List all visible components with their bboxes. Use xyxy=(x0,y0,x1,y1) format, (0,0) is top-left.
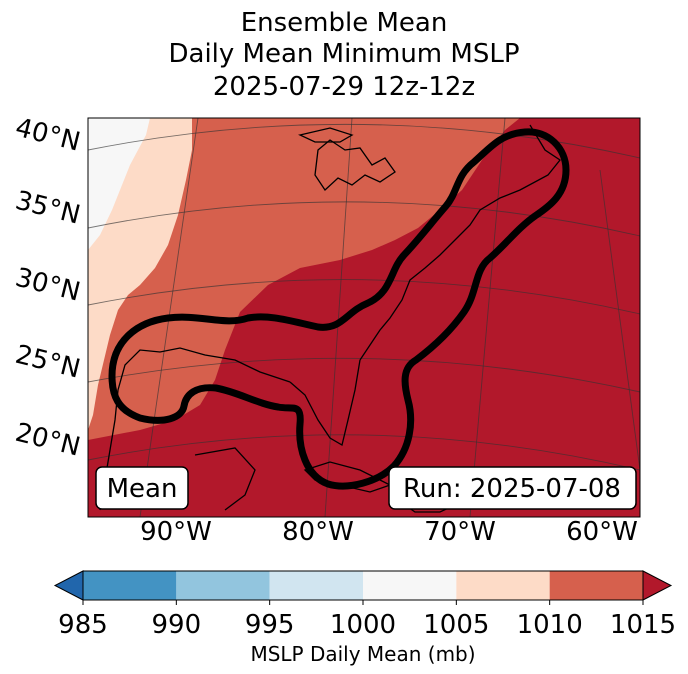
yucatan xyxy=(194,447,256,511)
colorbar-tick-label: 990 xyxy=(152,610,202,640)
lon-label: 80°W xyxy=(282,517,354,547)
parallel-25n xyxy=(88,357,640,393)
map-frame xyxy=(87,117,641,518)
colorbar-bin xyxy=(83,571,177,600)
meridian-60w xyxy=(599,169,640,471)
colorbar-over-arrow xyxy=(642,570,673,601)
chart-title-line-2: Daily Mean Minimum MSLP xyxy=(168,39,520,69)
graticule xyxy=(88,118,640,517)
chart-title-line-1: Ensemble Mean xyxy=(240,8,448,38)
colorbar-tick-label: 1000 xyxy=(330,610,396,640)
lake-superior xyxy=(298,127,354,143)
lat-label: 20°N xyxy=(12,418,83,463)
chart-title-line-3: 2025-07-29 12z-12z xyxy=(212,72,476,102)
map-fields xyxy=(88,118,640,517)
run-label-box xyxy=(388,466,637,510)
colorbar-bin xyxy=(549,571,643,600)
colorbar-bin xyxy=(176,571,270,600)
run-label: Run: 2025-07-08 xyxy=(403,474,621,504)
colorbar-bin xyxy=(269,571,363,600)
lat-label: 35°N xyxy=(12,186,83,231)
parallel-35n xyxy=(88,201,640,237)
colorbar-tick-label: 995 xyxy=(245,610,295,640)
field-1000-1005 xyxy=(88,118,150,250)
lat-label: 40°N xyxy=(12,113,83,158)
colorbar-tick-label: 1015 xyxy=(610,610,676,640)
lon-label: 70°W xyxy=(424,517,496,547)
meridian-70w xyxy=(469,118,506,517)
ensemble-contour xyxy=(108,128,570,490)
lat-label: 25°N xyxy=(12,340,83,385)
parallel-30n xyxy=(88,279,640,315)
florida xyxy=(289,359,361,447)
colorbar-label: MSLP Daily Mean (mb) xyxy=(250,642,475,666)
mean-label-box xyxy=(95,466,189,510)
great-lakes xyxy=(314,139,396,191)
colorbar: 985 990 995 1000 1005 1010 1015 xyxy=(53,570,676,640)
colorbar-under-arrow xyxy=(53,570,84,601)
gulf-coast xyxy=(99,347,291,511)
field-over-1015 xyxy=(88,118,640,517)
parallel-20n xyxy=(88,434,640,471)
mean-label: Mean xyxy=(107,474,178,504)
meridian-80w xyxy=(324,118,353,517)
colorbar-bin xyxy=(363,571,457,600)
lon-label: 60°W xyxy=(566,517,638,547)
colorbar-tick-label: 1005 xyxy=(423,610,489,640)
colorbar-tick-label: 985 xyxy=(58,610,108,640)
lon-labels: 90°W 80°W 70°W 60°W xyxy=(140,517,638,547)
lat-label: 30°N xyxy=(12,263,83,308)
lon-label: 90°W xyxy=(140,517,212,547)
colorbar-tick-label: 1010 xyxy=(517,610,583,640)
east-coast xyxy=(359,124,561,361)
parallel-40n xyxy=(88,123,640,159)
colorbar-bin xyxy=(456,571,550,600)
lat-labels: 40°N 35°N 30°N 25°N 20°N xyxy=(12,113,83,463)
